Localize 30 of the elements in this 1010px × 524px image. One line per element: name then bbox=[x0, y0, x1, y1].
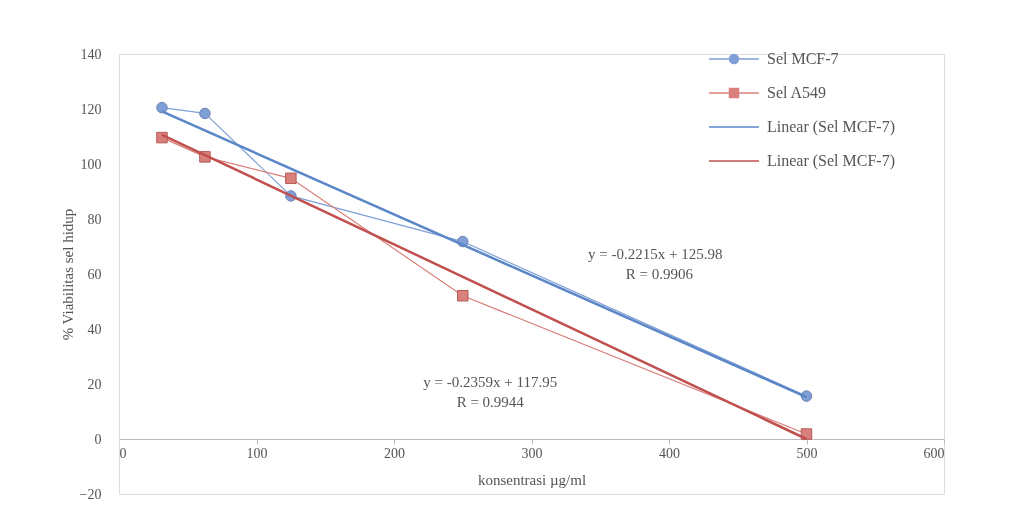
y-tick-label: 120 bbox=[80, 101, 102, 117]
point bbox=[457, 289, 469, 302]
x-axis-title: konsentrasi µg/ml bbox=[477, 471, 587, 488]
annotation: y = -0.2215x + 125.98 bbox=[588, 246, 723, 263]
point bbox=[156, 101, 168, 114]
y-tick-label: 60 bbox=[87, 266, 102, 282]
x-tick-label: 0 bbox=[119, 445, 127, 461]
legend-label: Sel MCF-7 bbox=[767, 50, 839, 67]
point bbox=[285, 172, 297, 185]
y-tick-label: 40 bbox=[87, 321, 102, 337]
legend-label: Linear (Sel MCF-7) bbox=[767, 152, 895, 170]
y-tick-label: 100 bbox=[80, 156, 102, 172]
x-tick-label: 400 bbox=[659, 445, 680, 461]
x-tick-label: 500 bbox=[796, 445, 818, 461]
legend-label: Linear (Sel MCF-7) bbox=[767, 118, 895, 136]
y-axis-title: % Viabilitas sel hidup bbox=[59, 208, 76, 341]
legend-label: Sel A549 bbox=[767, 84, 827, 101]
x-tick-label: 600 bbox=[923, 445, 945, 461]
annotation: y = -0.2359x + 117.95 bbox=[423, 373, 558, 390]
x-tick-label: 300 bbox=[521, 445, 543, 461]
y-tick-label: 20 bbox=[87, 376, 102, 392]
annotation: R = 0.9944 bbox=[456, 393, 525, 410]
point bbox=[199, 107, 211, 120]
y-tick-label: 140 bbox=[80, 46, 102, 62]
y-tick-label: −20 bbox=[79, 486, 102, 502]
annotation: R = 0.9906 bbox=[625, 266, 694, 282]
y-tick-label: 0 bbox=[94, 431, 102, 447]
x-tick-label: 200 bbox=[384, 445, 405, 461]
x-tick-label: 100 bbox=[246, 445, 268, 461]
y-tick-label: 80 bbox=[87, 211, 102, 227]
